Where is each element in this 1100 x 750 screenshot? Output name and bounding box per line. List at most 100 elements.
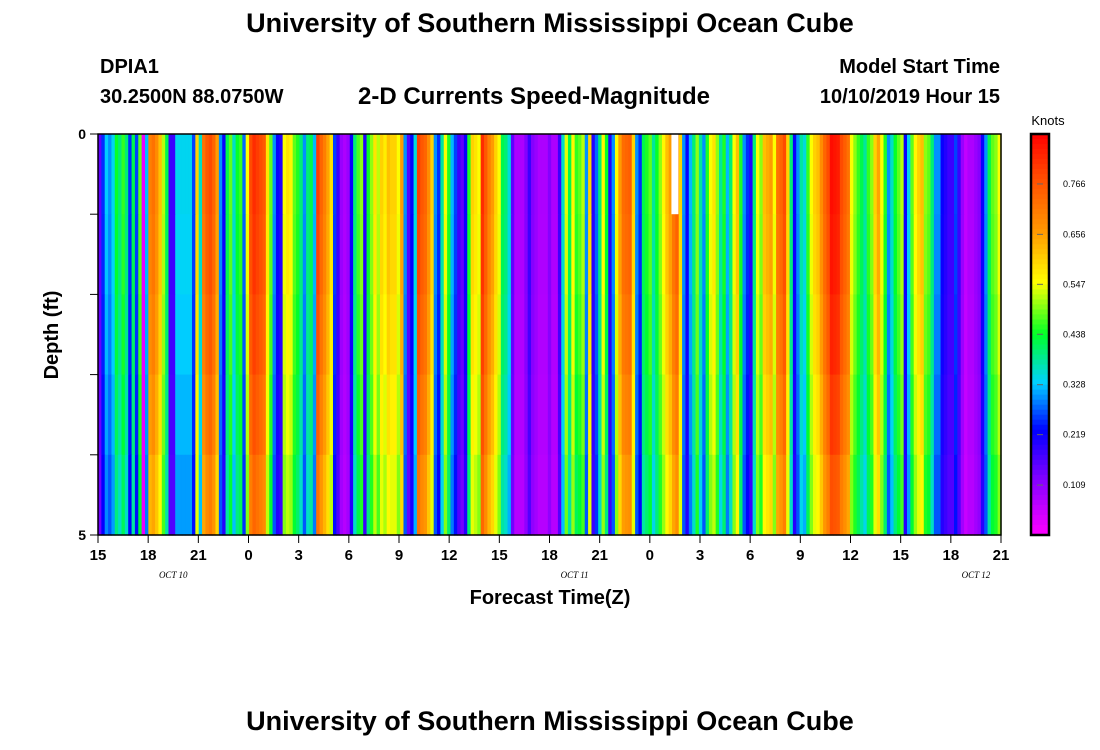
heatmap-cell (853, 294, 858, 376)
heatmap-cell (668, 134, 673, 215)
heatmap-cell (208, 374, 213, 456)
heatmap-cell (423, 374, 428, 456)
heatmap-cell (531, 454, 535, 536)
colorbar-segment (1031, 469, 1049, 476)
colorbar-tick-label: 0.656 (1063, 229, 1086, 239)
heatmap-cell (849, 214, 854, 295)
heatmap-cell (920, 294, 925, 376)
heatmap-cell (366, 214, 371, 295)
heatmap-cell (151, 294, 156, 376)
heatmap-cell (893, 134, 898, 215)
heatmap-cell (400, 374, 405, 456)
heatmap-cell (675, 294, 680, 376)
heatmap-cell (275, 134, 280, 215)
heatmap-cell (191, 134, 196, 215)
colorbar-segment (1031, 149, 1049, 155)
heatmap-cell (460, 134, 465, 215)
heatmap-cell (997, 214, 1002, 295)
heatmap-cell (359, 374, 364, 456)
colorbar-segment (1031, 479, 1049, 486)
heatmap-cell (661, 134, 666, 215)
heatmap-cell (396, 214, 401, 295)
heatmap-cell (363, 294, 368, 376)
heatmap-cell (987, 134, 992, 215)
heatmap-cell (712, 134, 717, 215)
heatmap-cell (390, 454, 395, 536)
x-tick-label: 21 (993, 547, 1010, 564)
heatmap-cell (279, 134, 284, 215)
heatmap-cell (296, 454, 301, 536)
heatmap-cell (705, 454, 710, 536)
heatmap-cell (332, 374, 337, 456)
heatmap-cell (463, 454, 468, 536)
heatmap-cell (467, 294, 472, 376)
heatmap-cell (759, 214, 764, 295)
heatmap-cell (873, 374, 878, 456)
heatmap-cell (903, 214, 908, 295)
heatmap-cell (796, 374, 801, 456)
heatmap-cell (245, 454, 250, 536)
heatmap-cell (282, 294, 287, 376)
heatmap-cell (131, 134, 136, 215)
heatmap-cell (228, 374, 233, 456)
heatmap-cell (614, 134, 619, 215)
heatmap-cell (900, 214, 905, 295)
heatmap-cell (302, 214, 307, 295)
heatmap-cell (551, 454, 556, 536)
heatmap-cell (386, 374, 391, 456)
heatmap-cell (450, 214, 455, 295)
heatmap-cell (883, 134, 888, 215)
heatmap-cell (776, 374, 781, 456)
heatmap-cell (322, 294, 327, 376)
colorbar-segment (1031, 519, 1049, 526)
heatmap-cell (802, 134, 807, 215)
heatmap-cell (655, 214, 660, 295)
heatmap-cell (715, 294, 720, 376)
colorbar-segment (1031, 244, 1049, 250)
heatmap-cell (933, 294, 938, 376)
heatmap-cell (893, 374, 898, 456)
heatmap-cell (282, 214, 287, 295)
heatmap-cell (799, 214, 804, 295)
heatmap-cell (853, 134, 858, 215)
heatmap-cell (980, 134, 985, 215)
heatmap-cell (927, 454, 932, 536)
heatmap-cell (272, 294, 277, 376)
heatmap-cell (111, 454, 116, 536)
heatmap-cell (252, 294, 257, 376)
heatmap-cell (282, 454, 287, 536)
heatmap-cell (732, 294, 737, 376)
heatmap-cell (413, 454, 418, 536)
heatmap-cell (856, 374, 861, 456)
heatmap-cell (410, 454, 415, 536)
heatmap-cell (329, 214, 334, 295)
heatmap-cell (423, 294, 428, 376)
heatmap-cell (769, 214, 774, 295)
heatmap-cell (383, 214, 388, 295)
heatmap-cell (954, 134, 958, 215)
heatmap-cell (537, 374, 542, 456)
heatmap-cell (128, 374, 133, 456)
heatmap-cell (379, 134, 384, 215)
heatmap-cell (766, 214, 770, 295)
heatmap-cell (541, 214, 546, 295)
heatmap-cell (745, 294, 750, 376)
heatmap-cell (309, 454, 314, 536)
heatmap-cell (937, 294, 942, 376)
heatmap-cell (729, 214, 734, 295)
heatmap-cell (900, 454, 905, 536)
heatmap-cell (732, 374, 737, 456)
heatmap-cell (517, 214, 522, 295)
heatmap-cell (416, 454, 421, 536)
heatmap-cell (141, 374, 146, 456)
heatmap-cell (393, 214, 398, 295)
heatmap-cell (191, 454, 196, 536)
heatmap-cell (252, 374, 257, 456)
heatmap-cell (591, 374, 596, 456)
colorbar-segment (1031, 274, 1049, 280)
heatmap-cell (141, 134, 146, 215)
heatmap-cell (695, 454, 700, 536)
heatmap-cell (745, 134, 750, 215)
heatmap-cell (598, 374, 603, 456)
heatmap-cell (463, 294, 468, 376)
